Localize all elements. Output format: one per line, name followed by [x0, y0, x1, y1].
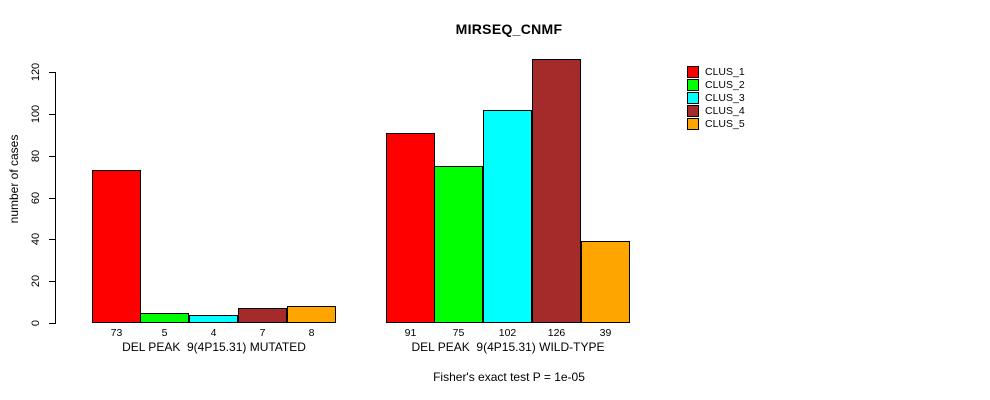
bar-clus_2-group1: [140, 313, 189, 323]
y-axis-tick-label: 40: [30, 232, 42, 246]
y-axis-tick-label: 60: [30, 191, 42, 205]
y-axis-tick-label: 0: [30, 319, 42, 327]
y-axis-tick: [49, 114, 55, 115]
legend-swatch-clus_2: [687, 79, 699, 91]
bar-value-label: 73: [110, 327, 123, 339]
legend-item-clus_4: CLUS_4: [687, 105, 745, 117]
legend-swatch-clus_5: [687, 118, 699, 130]
legend-swatch-clus_3: [687, 92, 699, 104]
bar-clus_1-group2: [386, 133, 435, 323]
legend-label: CLUS_5: [705, 118, 745, 130]
bar-clus_5-group2: [581, 241, 630, 323]
legend-swatch-clus_4: [687, 105, 699, 117]
y-axis-tick: [49, 156, 55, 157]
bar-value-label: 126: [547, 327, 566, 339]
y-axis-tick-label: 80: [30, 149, 42, 163]
legend-label: CLUS_1: [705, 66, 745, 78]
bar-value-label: 75: [452, 327, 465, 339]
bar-value-label: 102: [498, 327, 517, 339]
bar-value-label: 91: [404, 327, 417, 339]
legend-item-clus_3: CLUS_3: [687, 92, 745, 104]
bar-value-label: 7: [259, 327, 266, 339]
legend-item-clus_2: CLUS_2: [687, 79, 745, 91]
legend-label: CLUS_3: [705, 92, 745, 104]
y-axis-tick: [49, 72, 55, 73]
y-axis-tick-label: 100: [30, 104, 42, 124]
bar-clus_4-group1: [238, 308, 287, 323]
bar-value-label: 8: [308, 327, 315, 339]
y-axis-tick: [49, 239, 55, 240]
legend-label: CLUS_4: [705, 105, 745, 117]
legend-item-clus_1: CLUS_1: [687, 66, 745, 78]
bar-value-label: 5: [161, 327, 168, 339]
y-axis-tick: [49, 281, 55, 282]
legend-swatch-clus_1: [687, 66, 699, 78]
group-label: DEL PEAK 9(4P15.31) WILD-TYPE: [411, 340, 605, 354]
y-axis-tick: [49, 323, 55, 324]
footnote: Fisher's exact test P = 1e-05: [433, 370, 585, 384]
y-axis-tick-label: 20: [30, 274, 42, 288]
bar-clus_5-group1: [287, 306, 336, 323]
legend: CLUS_1 CLUS_2 CLUS_3 CLUS_4 CLUS_5: [687, 66, 745, 131]
y-axis-tick-label: 120: [30, 62, 42, 82]
bar-clus_4-group2: [532, 59, 581, 323]
bar-clus_3-group1: [189, 315, 238, 323]
bar-clus_2-group2: [434, 166, 483, 323]
bar-clus_3-group2: [483, 110, 532, 323]
y-axis-tick: [49, 198, 55, 199]
bar-value-label: 39: [599, 327, 612, 339]
chart-title: MIRSEQ_CNMF: [455, 21, 563, 37]
group-label: DEL PEAK 9(4P15.31) MUTATED: [122, 340, 306, 354]
bar-clus_1-group1: [92, 170, 141, 323]
legend-label: CLUS_2: [705, 79, 745, 91]
legend-item-clus_5: CLUS_5: [687, 118, 745, 130]
y-axis-line: [55, 72, 56, 324]
bar-value-label: 4: [210, 327, 217, 339]
